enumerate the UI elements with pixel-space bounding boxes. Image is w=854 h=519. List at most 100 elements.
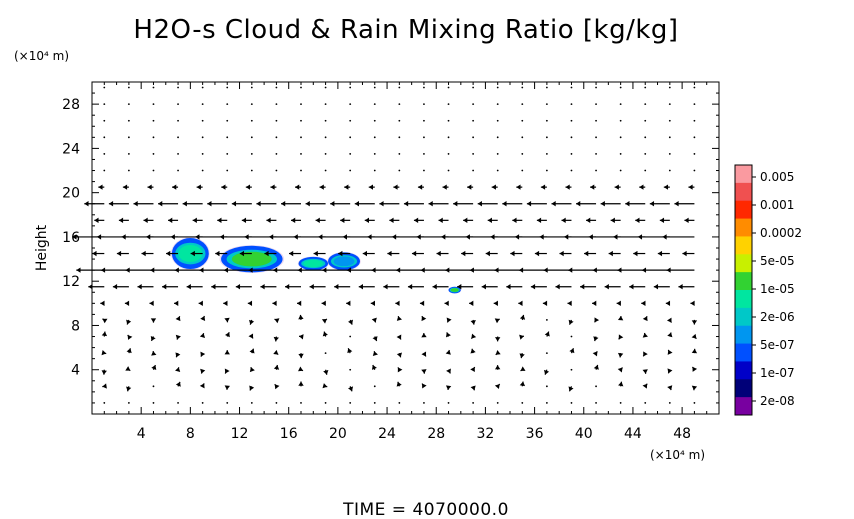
vector-dot-374 bbox=[545, 169, 548, 172]
vector-head-33 bbox=[122, 184, 128, 190]
vector-dot-198 bbox=[324, 103, 327, 106]
vector-dot-434 bbox=[619, 169, 622, 172]
vector-head-242 bbox=[397, 367, 403, 373]
vector-head-203 bbox=[347, 348, 353, 354]
vector-head-243 bbox=[396, 352, 402, 358]
vector-dot-214 bbox=[349, 169, 352, 172]
vector-head-29 bbox=[116, 250, 122, 257]
vector-head-285 bbox=[446, 317, 452, 323]
vector-dot-196 bbox=[324, 136, 327, 139]
vector-head-61 bbox=[175, 381, 181, 387]
vector-dot-95 bbox=[201, 153, 204, 155]
vector-head-464 bbox=[667, 332, 673, 338]
vector-head-386 bbox=[567, 300, 572, 307]
vector-dot-338 bbox=[496, 103, 499, 106]
vector-head-28 bbox=[100, 267, 106, 273]
vector-head-62 bbox=[175, 367, 181, 373]
vector-head-13 bbox=[98, 184, 103, 190]
vector-head-343 bbox=[519, 353, 525, 359]
vector-head-362 bbox=[544, 369, 550, 375]
vector-dot-337 bbox=[496, 119, 499, 122]
vector-head-263 bbox=[421, 351, 427, 357]
vector-head-448 bbox=[617, 267, 622, 273]
vector-dot-220 bbox=[373, 402, 376, 404]
vector-dot-359 bbox=[521, 86, 524, 89]
vector-dot-54 bbox=[152, 169, 155, 172]
vector-head-462 bbox=[667, 368, 673, 374]
vector-dot-400 bbox=[595, 402, 597, 404]
vector-dot-279 bbox=[423, 86, 425, 89]
vector-dot-478 bbox=[668, 103, 671, 106]
vector-head-368 bbox=[518, 267, 524, 273]
vector-head-227 bbox=[358, 284, 363, 290]
vector-dot-240 bbox=[398, 402, 401, 404]
vector-head-371 bbox=[536, 217, 542, 224]
y-tick-label-2: 12 bbox=[62, 274, 80, 290]
vector-dot-335 bbox=[496, 153, 499, 155]
vector-head-329 bbox=[485, 250, 490, 257]
vector-dot-57 bbox=[152, 119, 155, 122]
vector-head-341 bbox=[519, 381, 526, 387]
vector-head-208 bbox=[322, 267, 327, 273]
vector-head-144 bbox=[273, 336, 279, 342]
vector-head-164 bbox=[299, 334, 304, 340]
vector-dot-40 bbox=[152, 402, 155, 404]
vector-head-22 bbox=[125, 366, 131, 371]
vector-dot-339 bbox=[496, 86, 499, 89]
vector-head-104 bbox=[225, 332, 230, 338]
vector-head-301 bbox=[470, 385, 476, 391]
vector-head-286 bbox=[444, 300, 449, 307]
vector-dot-455 bbox=[644, 153, 647, 155]
vector-dot-160 bbox=[300, 402, 302, 404]
vector-head-11 bbox=[94, 217, 99, 224]
vector-head-490 bbox=[662, 234, 667, 240]
vector-dot-316 bbox=[472, 136, 475, 139]
vector-dot-98 bbox=[201, 103, 204, 106]
vector-head-293 bbox=[442, 184, 447, 190]
colorbar-label-6: 5e-07 bbox=[760, 338, 795, 352]
vector-dot-496 bbox=[693, 136, 696, 139]
vector-dot-14 bbox=[103, 169, 106, 172]
vector-head-122 bbox=[249, 367, 255, 373]
vector-head-422 bbox=[617, 367, 623, 373]
vector-head-449 bbox=[633, 250, 638, 257]
vector-head-9 bbox=[92, 250, 97, 257]
vector-head-125 bbox=[249, 319, 255, 325]
vector-head-493 bbox=[688, 184, 693, 190]
vector-head-289 bbox=[436, 250, 441, 257]
vector-head-211 bbox=[340, 217, 345, 224]
vector-head-45 bbox=[150, 318, 157, 323]
vector-dot-419 bbox=[595, 86, 597, 89]
vector-dot-194 bbox=[324, 169, 327, 172]
vector-head-364 bbox=[544, 331, 550, 337]
colorbar-swatch-10 bbox=[735, 343, 752, 362]
vector-dot-34 bbox=[127, 169, 130, 172]
colorbar-label-1: 0.001 bbox=[760, 198, 794, 212]
vector-dot-157 bbox=[275, 119, 278, 122]
vector-head-307 bbox=[457, 284, 462, 290]
vector-head-350 bbox=[490, 234, 495, 240]
vector-head-403 bbox=[592, 351, 598, 357]
vector-head-284 bbox=[445, 332, 451, 338]
vector-dot-459 bbox=[644, 86, 647, 89]
vector-head-52 bbox=[133, 201, 138, 207]
vector-head-245 bbox=[396, 316, 402, 321]
vector-dot-438 bbox=[619, 103, 622, 106]
y-tick-label-6: 28 bbox=[62, 97, 80, 113]
vector-dot-174 bbox=[300, 169, 302, 172]
vector-head-232 bbox=[354, 201, 359, 207]
vector-head-424 bbox=[618, 334, 624, 340]
vector-head-469 bbox=[657, 250, 663, 257]
vector-head-411 bbox=[586, 217, 591, 224]
vector-dot-19 bbox=[103, 86, 106, 89]
vector-dot-377 bbox=[545, 119, 548, 122]
vector-head-246 bbox=[395, 300, 400, 307]
colorbar-swatch-0 bbox=[735, 165, 752, 184]
x-tick-label-10: 44 bbox=[624, 426, 642, 442]
vector-dot-495 bbox=[693, 153, 696, 155]
vector-dot-117 bbox=[226, 119, 229, 122]
vector-head-446 bbox=[641, 300, 646, 307]
vector-head-162 bbox=[298, 366, 303, 372]
vector-dot-440 bbox=[644, 402, 647, 404]
vector-dot-74 bbox=[177, 169, 179, 172]
